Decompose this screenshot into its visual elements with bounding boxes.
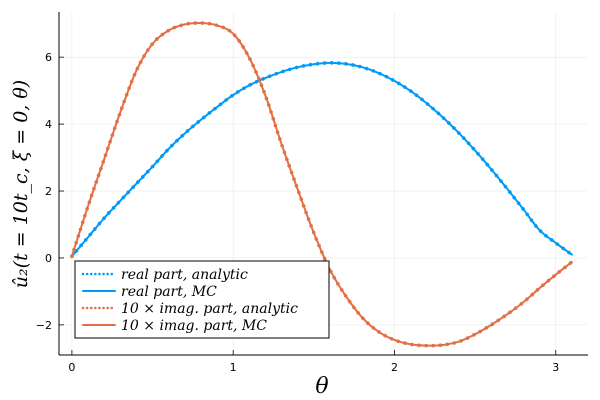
series-line-10-imag-part-analytic — [70, 21, 574, 348]
legend-label-10-imag-part-analytic: 10 × imag. part, analytic — [121, 301, 298, 317]
x-tick-label: 0 — [68, 361, 75, 374]
legend-label-real-part-analytic: real part, analytic — [121, 267, 248, 283]
legend-label-10-imag-part-mc: 10 × imag. part, MC — [121, 318, 267, 334]
x-tick-label: 2 — [391, 361, 398, 374]
axes — [58, 12, 588, 356]
series-line-real-part-mc — [70, 61, 573, 258]
y-tick-label: −2 — [36, 319, 52, 332]
tick-labels: 0 1 2 3 −2 0 2 4 6 — [36, 51, 559, 374]
y-tick-label: 4 — [45, 118, 52, 131]
legend-label-real-part-mc: real part, MC — [121, 284, 217, 300]
y-tick-label: 2 — [45, 185, 52, 198]
y-tick-label: 0 — [45, 252, 52, 265]
x-tick-label: 3 — [552, 361, 559, 374]
series-layer — [70, 21, 574, 348]
y-axis-label: û₂(t = 10t_c, ξ = 0, θ) — [10, 80, 32, 288]
series-line-real-part-analytic — [70, 61, 574, 259]
legend-box — [74, 260, 330, 339]
y-tick-label: 6 — [45, 51, 52, 64]
x-tick-label: 1 — [230, 361, 237, 374]
x-axis-label: θ — [315, 374, 328, 399]
